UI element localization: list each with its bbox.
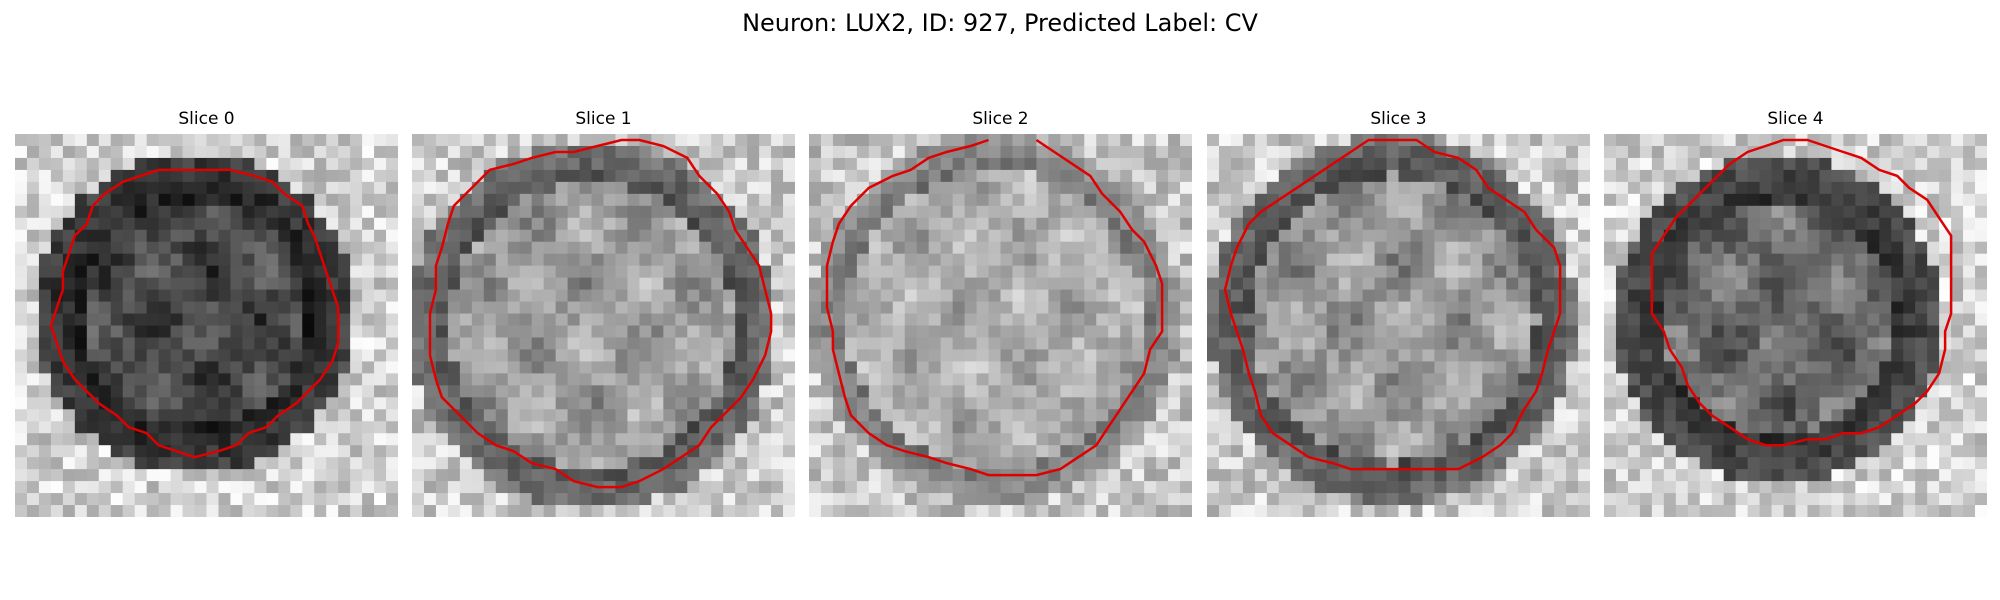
slice-image-3 — [1207, 134, 1590, 517]
slice-2-svg — [809, 134, 1192, 517]
slice-4-contour — [1650, 138, 1953, 447]
slice-title-1: Slice 1 — [575, 109, 632, 129]
slice-3-contour — [1223, 138, 1562, 471]
slice-1-svg — [412, 134, 795, 517]
slice-title-0: Slice 0 — [178, 109, 235, 129]
slice-image-4 — [1604, 134, 1987, 517]
slice-4-pixels — [1604, 134, 1987, 517]
figure-title: Neuron: LUX2, ID: 927, Predicted Label: … — [742, 9, 1258, 37]
slice-3-pixels — [1207, 134, 1590, 517]
slice-image-2 — [809, 134, 1192, 517]
slice-0-contour — [49, 168, 340, 459]
slice-title-3: Slice 3 — [1370, 109, 1427, 129]
slice-2-contour — [825, 138, 1164, 477]
slice-image-1 — [412, 134, 795, 517]
slice-title-4: Slice 4 — [1767, 109, 1824, 129]
slice-image-0 — [15, 134, 398, 517]
slice-1-pixels — [412, 134, 795, 517]
slice-3-svg — [1207, 134, 1590, 517]
slice-4-svg — [1604, 134, 1987, 517]
slice-title-2: Slice 2 — [972, 109, 1029, 129]
slice-0-pixels — [15, 134, 398, 517]
slice-1-contour — [428, 138, 773, 489]
slice-0-svg — [15, 134, 398, 517]
